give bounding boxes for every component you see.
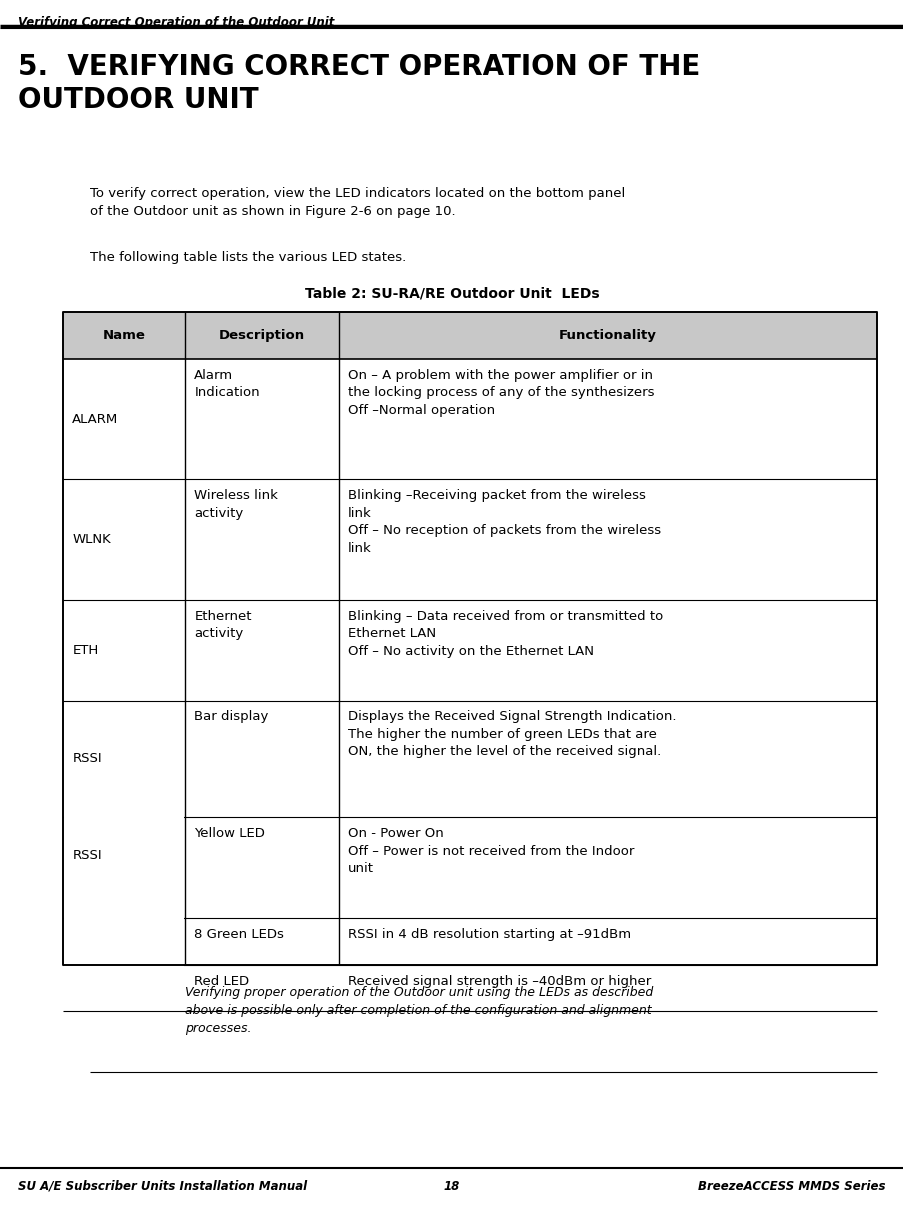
Text: Table 2: SU-RA/RE Outdoor Unit  LEDs: Table 2: SU-RA/RE Outdoor Unit LEDs bbox=[304, 286, 599, 300]
Text: WLNK: WLNK bbox=[72, 533, 111, 546]
Text: ETH: ETH bbox=[72, 644, 98, 656]
Bar bbox=[64, 918, 184, 964]
Text: Verifying Correct Operation of the Outdoor Unit: Verifying Correct Operation of the Outdo… bbox=[18, 16, 334, 29]
Text: Note:: Note: bbox=[90, 986, 129, 999]
Bar bbox=[64, 965, 184, 1010]
Text: Blinking – Data received from or transmitted to
Ethernet LAN
Off – No activity o: Blinking – Data received from or transmi… bbox=[348, 610, 663, 658]
Text: Functionality: Functionality bbox=[558, 329, 656, 342]
Text: Ethernet
activity: Ethernet activity bbox=[194, 610, 252, 640]
Bar bbox=[63, 312, 876, 965]
Text: RSSI: RSSI bbox=[72, 752, 102, 766]
Text: On - Power On
Off – Power is not received from the Indoor
unit: On - Power On Off – Power is not receive… bbox=[348, 827, 634, 875]
Text: Wireless link
activity: Wireless link activity bbox=[194, 489, 278, 520]
Text: Blinking –Receiving packet from the wireless
link
Off – No reception of packets : Blinking –Receiving packet from the wire… bbox=[348, 489, 660, 554]
Text: RSSI: RSSI bbox=[72, 849, 102, 863]
Text: 8 Green LEDs: 8 Green LEDs bbox=[194, 928, 284, 941]
Bar bbox=[64, 816, 184, 1010]
Text: Received signal strength is –40dBm or higher: Received signal strength is –40dBm or hi… bbox=[348, 975, 650, 988]
Text: Yellow LED: Yellow LED bbox=[194, 827, 265, 841]
Text: ALARM: ALARM bbox=[72, 413, 118, 425]
Text: Description: Description bbox=[219, 329, 305, 342]
Text: The following table lists the various LED states.: The following table lists the various LE… bbox=[90, 251, 406, 264]
Text: Red LED: Red LED bbox=[194, 975, 249, 988]
Text: Alarm
Indication: Alarm Indication bbox=[194, 369, 260, 399]
Text: To verify correct operation, view the LED indicators located on the bottom panel: To verify correct operation, view the LE… bbox=[90, 187, 625, 218]
Text: SU A/E Subscriber Units Installation Manual: SU A/E Subscriber Units Installation Man… bbox=[18, 1180, 307, 1193]
Bar bbox=[63, 312, 876, 359]
Text: 5.  VERIFYING CORRECT OPERATION OF THE
OUTDOOR UNIT: 5. VERIFYING CORRECT OPERATION OF THE OU… bbox=[18, 53, 700, 114]
Text: Displays the Received Signal Strength Indication.
The higher the number of green: Displays the Received Signal Strength In… bbox=[348, 710, 675, 758]
Text: RSSI in 4 dB resolution starting at –91dBm: RSSI in 4 dB resolution starting at –91d… bbox=[348, 928, 630, 941]
Text: BreezeACCESS MMDS Series: BreezeACCESS MMDS Series bbox=[698, 1180, 885, 1193]
Text: 18: 18 bbox=[443, 1180, 460, 1193]
Text: Name: Name bbox=[103, 329, 145, 342]
Bar bbox=[64, 817, 184, 917]
Text: Verifying proper operation of the Outdoor unit using the LEDs as described
above: Verifying proper operation of the Outdoo… bbox=[185, 986, 653, 1035]
Text: On – A problem with the power amplifier or in
the locking process of any of the : On – A problem with the power amplifier … bbox=[348, 369, 654, 417]
Text: Bar display: Bar display bbox=[194, 710, 268, 724]
